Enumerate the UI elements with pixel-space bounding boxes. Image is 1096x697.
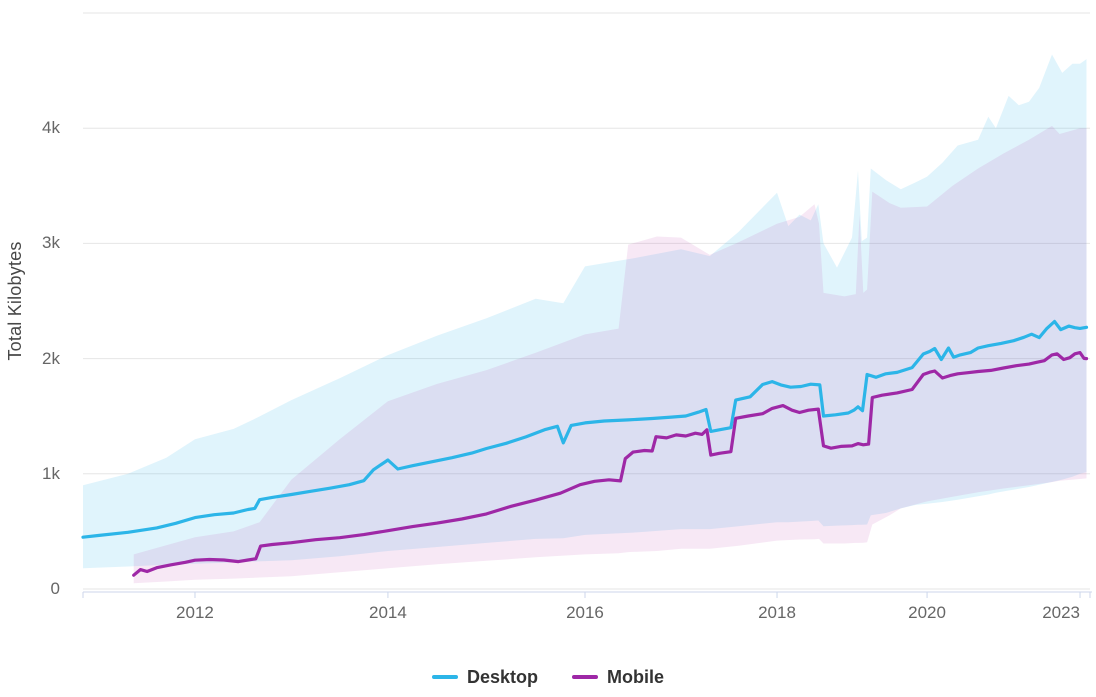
y-tick-label-4k: 4k [42, 118, 60, 138]
x-tick-label-2016: 2016 [566, 603, 604, 622]
mobile-line-swatch-icon [572, 675, 598, 679]
legend-item-desktop[interactable]: Desktop [431, 666, 538, 688]
legend: Desktop Mobile [0, 663, 1096, 691]
desktop-line-swatch-icon [431, 675, 458, 679]
y-axis-labels: 0 1k 2k 3k 4k [0, 0, 62, 620]
x-axis-labels: 2012 2014 2016 2018 2020 2023 [0, 601, 1096, 627]
y-tick-label-3k: 3k [42, 233, 60, 253]
legend-item-mobile[interactable]: Mobile [572, 667, 664, 688]
x-tick-label-2023: 2023 [1042, 603, 1081, 622]
x-tick-label-2018: 2018 [758, 603, 796, 622]
mobile-line[interactable] [132, 351, 1089, 577]
legend-label-mobile: Mobile [607, 666, 664, 687]
y-tick-label-0: 0 [50, 579, 60, 598]
x-tick-label-2014: 2014 [368, 603, 407, 622]
desktop-line[interactable] [81, 319, 1089, 539]
x-tick-label-2012: 2012 [176, 603, 214, 622]
x-tick-label-2020: 2020 [908, 603, 946, 622]
desktop-range-band [83, 54, 1087, 569]
y-tick-label-2k: 2k [42, 348, 60, 368]
legend-label-desktop: Desktop [466, 666, 538, 687]
y-tick-label-1k: 1k [42, 463, 60, 483]
mobile-range-band [133, 125, 1087, 584]
